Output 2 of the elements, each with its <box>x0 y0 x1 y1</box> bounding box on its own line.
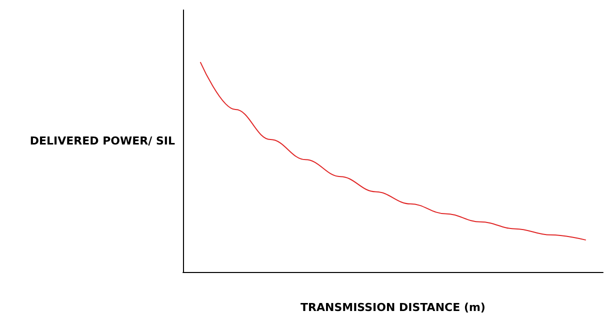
y-axis-title: DELIVERED POWER/ SIL <box>30 134 175 148</box>
x-axis-title: TRANSMISSION DISTANCE (m) <box>300 301 486 314</box>
